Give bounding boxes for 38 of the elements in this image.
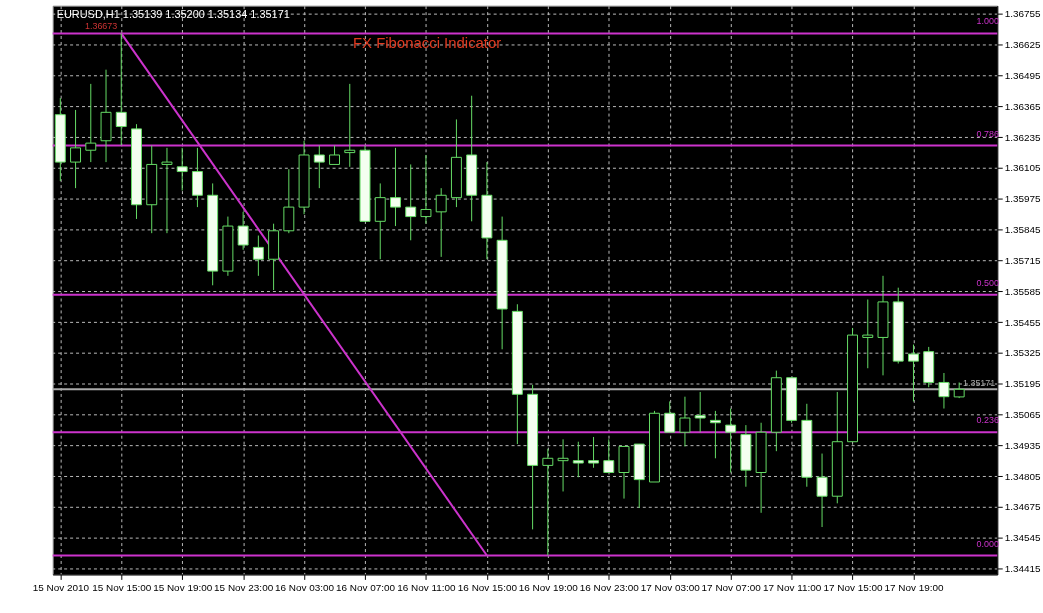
y-tick-label: 1.36105 [1004,162,1042,174]
x-tick-label: 16 Nov 23:00 [579,581,640,593]
annotation: 1.36673 [84,21,118,32]
x-tick-label: 15 Nov 19:00 [153,581,213,593]
ref-line-label: 1.35171 [962,378,996,389]
y-tick-label: 1.36755 [1004,8,1042,20]
x-tick-label: 17 Nov 07:00 [701,581,762,593]
x-tick-label: 16 Nov 19:00 [518,581,579,593]
y-tick-label: 1.35455 [1004,316,1042,328]
x-tick-label: 15 Nov 15:00 [92,581,152,593]
y-tick-label: 1.34675 [1004,501,1042,513]
y-tick-label: 1.35195 [1004,378,1042,390]
x-tick-label: 16 Nov 15:00 [457,581,518,593]
y-tick-label: 1.36495 [1004,70,1042,82]
annotation: EURUSD,H1 1.35139 1.35200 1.35134 1.35171 [56,7,290,20]
x-tick-label: 17 Nov 03:00 [640,581,701,593]
y-tick-label: 1.35845 [1004,224,1042,236]
x-tick-label: 15 Nov 23:00 [214,581,274,593]
x-tick-label: 15 Nov 2010 [32,581,90,593]
y-tick-label: 1.35065 [1004,408,1042,420]
y-tick-label: 1.34805 [1004,470,1042,482]
text: FX Fibonacci Indicator [352,35,502,52]
y-tick-label: 1.36625 [1004,39,1042,51]
x-tick-label: 17 Nov 11:00 [762,581,822,593]
y-tick-label: 1.35585 [1004,285,1042,297]
x-tick-label: 17 Nov 15:00 [823,581,884,593]
y-tick-label: 1.34935 [1004,439,1042,451]
x-tick-label: 16 Nov 03:00 [275,581,335,593]
y-tick-label: 1.36365 [1004,100,1042,112]
y-tick-label: 1.36235 [1004,131,1042,143]
x-tick-label: 16 Nov 11:00 [397,581,457,593]
x-tick-label: 16 Nov 07:00 [335,581,396,593]
y-tick-label: 1.34545 [1004,532,1042,544]
y-tick-label: 1.35715 [1004,254,1042,266]
y-tick-label: 1.34415 [1004,562,1042,574]
y-tick-label: 1.35975 [1004,193,1042,205]
y-tick-label: 1.35325 [1004,347,1042,359]
x-tick-label: 17 Nov 19:00 [884,581,944,593]
